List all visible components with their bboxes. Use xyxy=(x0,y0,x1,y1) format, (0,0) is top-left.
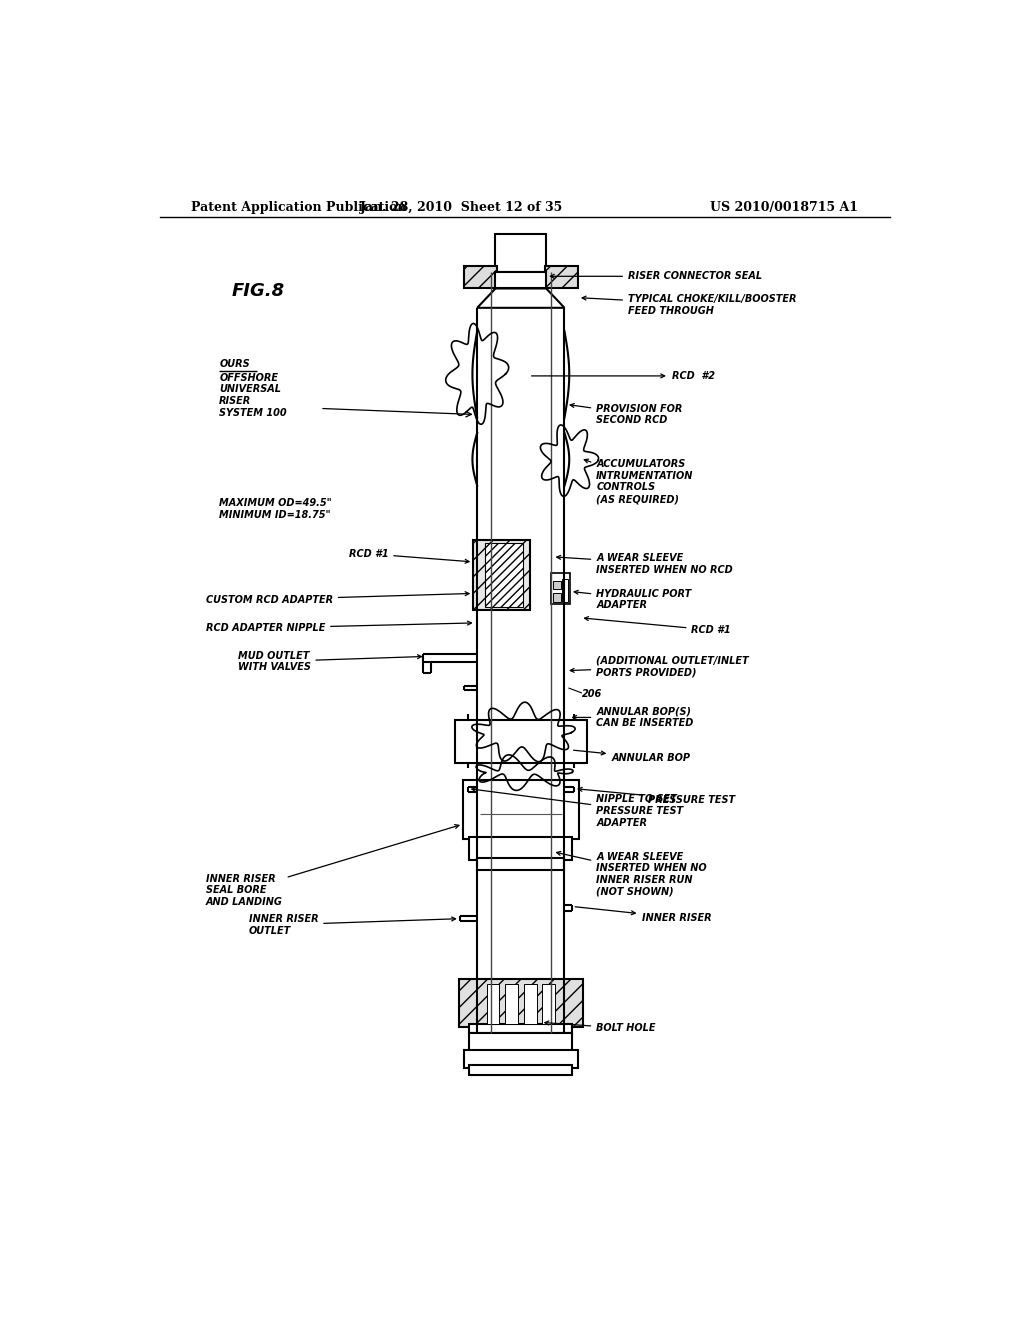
Bar xyxy=(469,837,572,859)
Bar xyxy=(469,1065,572,1076)
Text: ANNULAR BOP: ANNULAR BOP xyxy=(573,750,691,763)
Text: NIPPLE TO SET
PRESSURE TEST
ADAPTER: NIPPLE TO SET PRESSURE TEST ADAPTER xyxy=(472,788,683,828)
Text: Jan. 28, 2010  Sheet 12 of 35: Jan. 28, 2010 Sheet 12 of 35 xyxy=(359,201,563,214)
Text: PRESSURE TEST: PRESSURE TEST xyxy=(579,788,735,805)
Text: RCD ADAPTER NIPPLE: RCD ADAPTER NIPPLE xyxy=(206,622,471,634)
Polygon shape xyxy=(477,289,564,308)
Text: RCD #1: RCD #1 xyxy=(348,549,469,564)
Bar xyxy=(485,543,523,607)
Bar xyxy=(496,272,546,289)
Text: FIG.8: FIG.8 xyxy=(231,282,285,301)
Text: INNER RISER
OUTLET: INNER RISER OUTLET xyxy=(249,913,456,936)
Bar xyxy=(464,1049,578,1068)
Text: US 2010/0018715 A1: US 2010/0018715 A1 xyxy=(710,201,858,214)
Bar xyxy=(473,540,530,610)
Text: 206: 206 xyxy=(582,689,602,700)
Bar xyxy=(524,983,537,1024)
Text: CUSTOM RCD ADAPTER: CUSTOM RCD ADAPTER xyxy=(206,591,469,605)
Bar xyxy=(562,579,568,602)
Bar xyxy=(469,1024,572,1032)
Text: PROVISION FOR
SECOND RCD: PROVISION FOR SECOND RCD xyxy=(570,404,683,425)
Text: A WEAR SLEEVE
INSERTED WHEN NO
INNER RISER RUN
(NOT SHOWN): A WEAR SLEEVE INSERTED WHEN NO INNER RIS… xyxy=(557,851,707,896)
Text: A WEAR SLEEVE
INSERTED WHEN NO RCD: A WEAR SLEEVE INSERTED WHEN NO RCD xyxy=(557,553,733,574)
Bar xyxy=(553,581,560,589)
Text: BOLT HOLE: BOLT HOLE xyxy=(545,1020,655,1034)
Text: ANNULAR BOP(S)
CAN BE INSERTED: ANNULAR BOP(S) CAN BE INSERTED xyxy=(572,706,693,729)
Bar xyxy=(545,267,578,289)
Text: RCD #1: RCD #1 xyxy=(585,616,731,635)
Text: RCD  #2: RCD #2 xyxy=(531,371,715,381)
Bar xyxy=(551,573,570,603)
Bar xyxy=(486,983,500,1024)
Text: INNER RISER
SEAL BORE
AND LANDING: INNER RISER SEAL BORE AND LANDING xyxy=(206,825,459,907)
Bar xyxy=(477,858,564,870)
Bar xyxy=(455,721,587,763)
Text: RISER CONNECTOR SEAL: RISER CONNECTOR SEAL xyxy=(551,272,762,281)
Text: INNER RISER: INNER RISER xyxy=(575,907,712,923)
Text: MUD OUTLET
WITH VALVES: MUD OUTLET WITH VALVES xyxy=(238,651,422,672)
Text: OURS: OURS xyxy=(219,359,250,368)
Bar xyxy=(459,978,583,1027)
Text: Patent Application Publication: Patent Application Publication xyxy=(191,201,407,214)
Text: (ADDITIONAL OUTLET/INLET
PORTS PROVIDED): (ADDITIONAL OUTLET/INLET PORTS PROVIDED) xyxy=(570,656,749,677)
Text: OFFSHORE
UNIVERSAL
RISER
SYSTEM 100: OFFSHORE UNIVERSAL RISER SYSTEM 100 xyxy=(219,372,287,417)
Bar xyxy=(543,983,555,1024)
Text: HYDRAULIC PORT
ADAPTER: HYDRAULIC PORT ADAPTER xyxy=(574,589,691,610)
Text: MAXIMUM OD=49.5"
MINIMUM ID=18.75": MAXIMUM OD=49.5" MINIMUM ID=18.75" xyxy=(219,498,332,520)
Text: ACCUMULATORS
INTRUMENTATION
CONTROLS
(AS REQUIRED): ACCUMULATORS INTRUMENTATION CONTROLS (AS… xyxy=(585,459,693,504)
Bar xyxy=(496,234,546,272)
Bar xyxy=(463,780,579,840)
Bar xyxy=(469,1032,572,1053)
Text: TYPICAL CHOKE/KILL/BOOSTER
FEED THROUGH: TYPICAL CHOKE/KILL/BOOSTER FEED THROUGH xyxy=(582,294,797,315)
Bar xyxy=(464,267,497,289)
Bar xyxy=(553,594,560,602)
Bar xyxy=(505,983,518,1024)
